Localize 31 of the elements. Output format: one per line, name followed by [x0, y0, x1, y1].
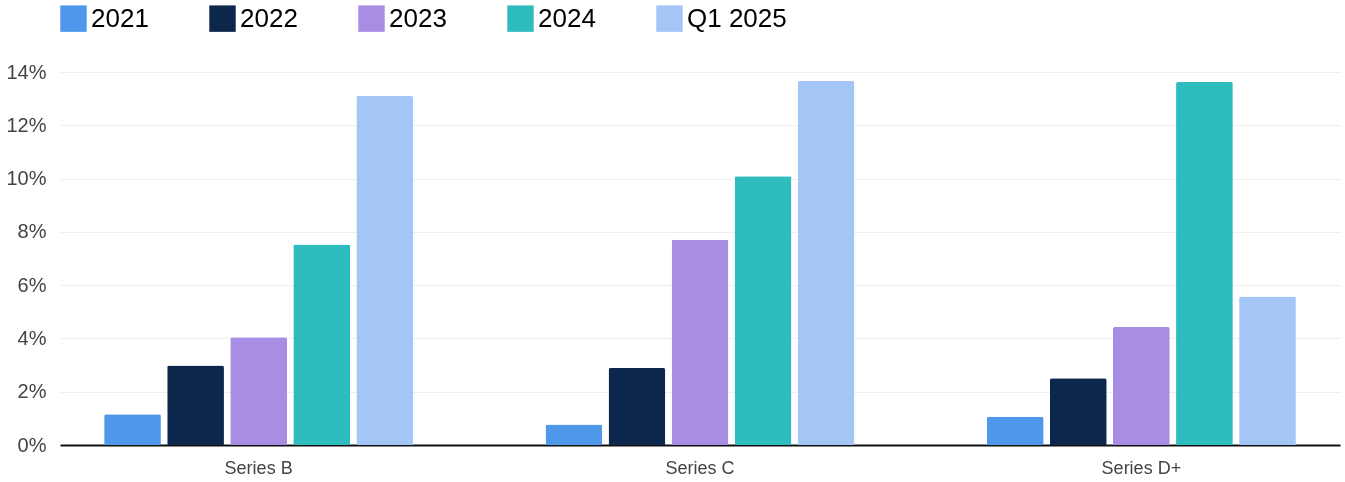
x-tick-label: Series C — [665, 457, 735, 478]
bar — [734, 176, 792, 445]
bar — [1176, 82, 1233, 445]
y-tick-label: 6% — [17, 273, 47, 296]
y-tick-label: 0% — [17, 433, 47, 456]
y-tick-label: 8% — [17, 220, 47, 243]
x-tick-label: Series B — [224, 457, 293, 478]
legend-label: 2024 — [538, 2, 596, 33]
bar — [293, 244, 351, 445]
bar — [104, 414, 161, 445]
bar — [356, 95, 414, 445]
bar — [167, 365, 224, 445]
bar — [986, 416, 1044, 445]
bar — [545, 424, 603, 445]
y-tick-label: 14% — [6, 60, 47, 83]
x-tick-label: Series D+ — [1101, 457, 1182, 478]
bar — [797, 81, 855, 445]
legend-label: 2022 — [240, 2, 298, 33]
bar — [230, 337, 287, 445]
legend-label: 2023 — [389, 2, 447, 33]
bar — [671, 239, 729, 445]
bar — [1113, 326, 1170, 445]
bar — [1239, 296, 1296, 445]
bar — [608, 368, 666, 445]
legend-label: Q1 2025 — [687, 2, 787, 33]
bar — [1049, 378, 1107, 445]
y-tick-label: 4% — [17, 326, 47, 349]
y-tick-label: 2% — [17, 380, 47, 403]
y-tick-label: 12% — [6, 113, 47, 136]
y-tick-label: 10% — [6, 167, 47, 190]
legend-label: 2021 — [91, 2, 149, 33]
